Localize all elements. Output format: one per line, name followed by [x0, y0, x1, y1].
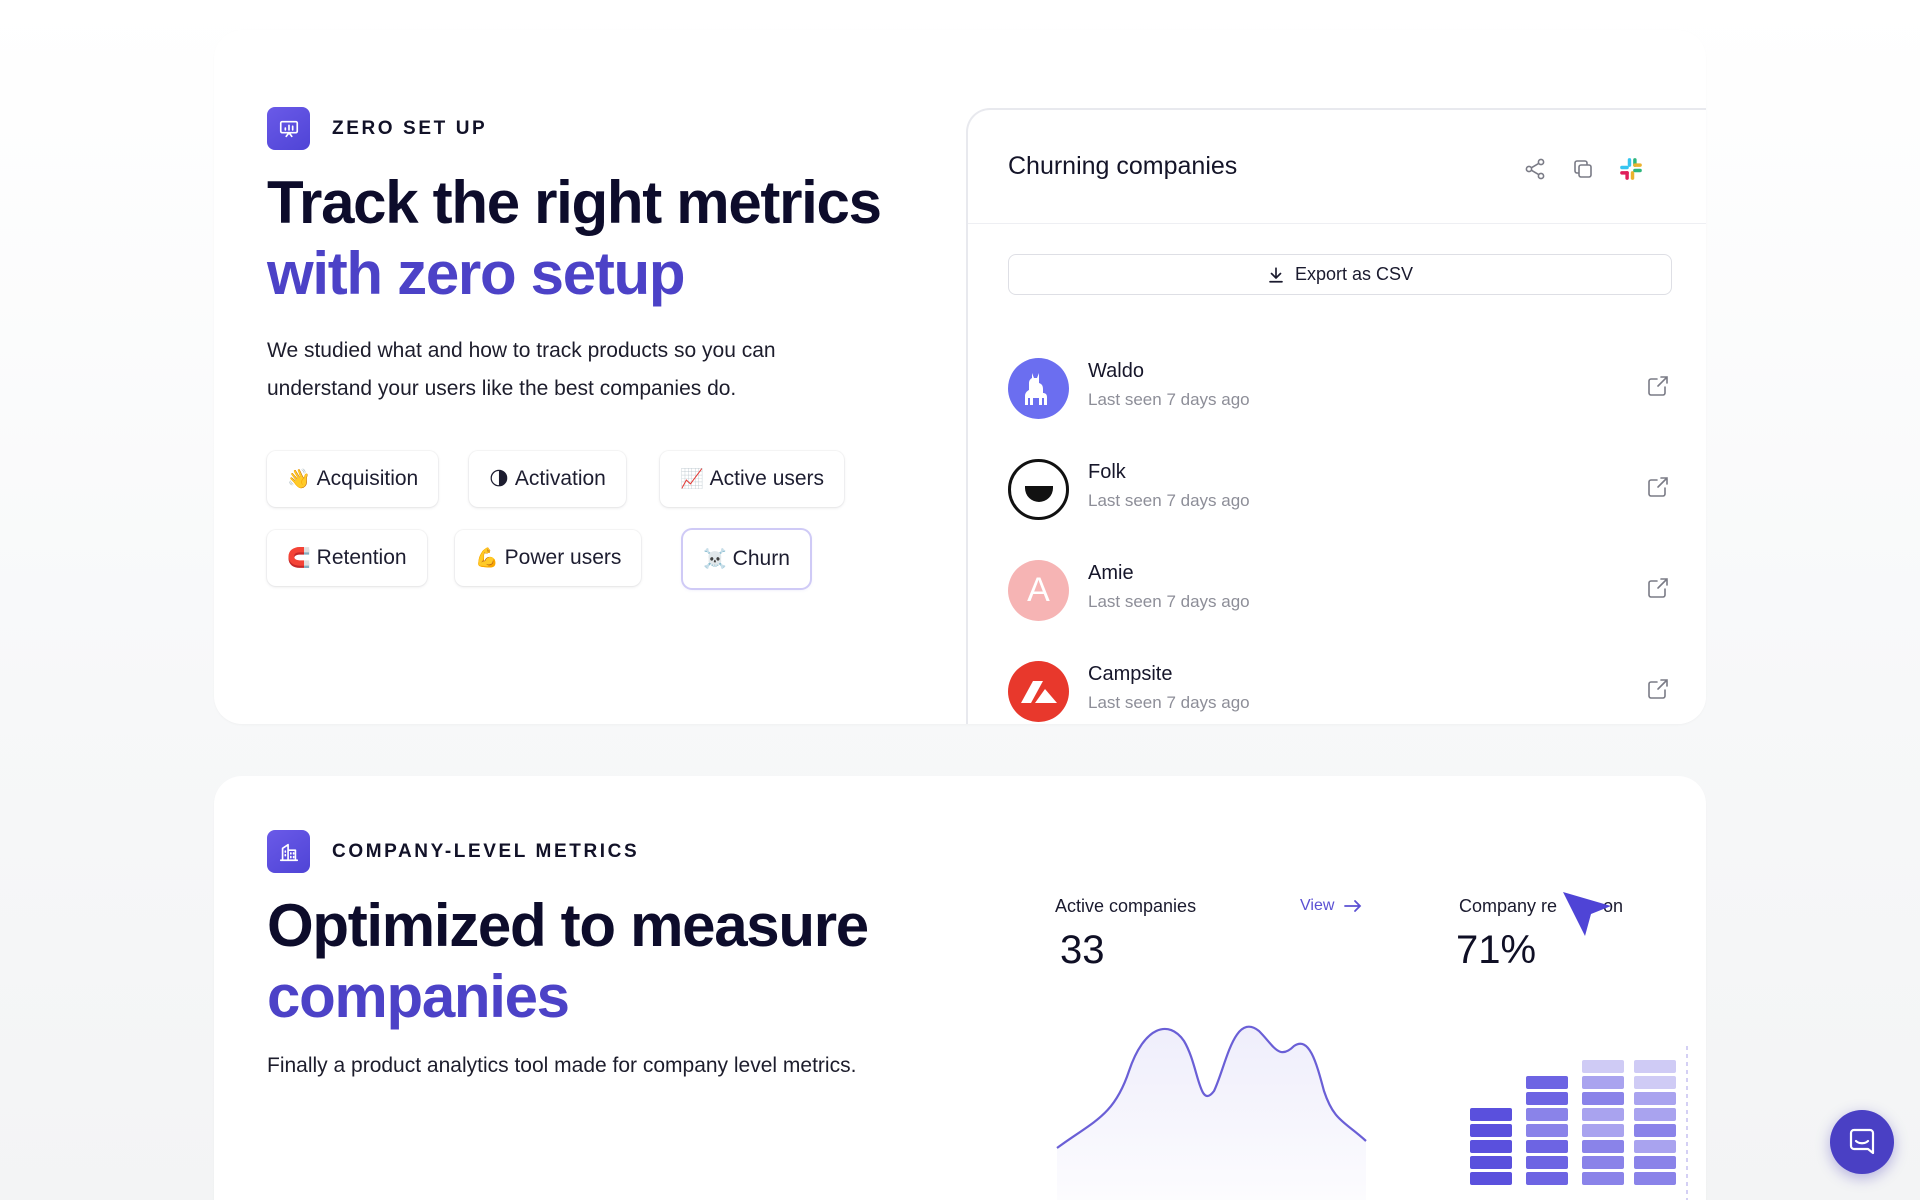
zero-setup-card: ZERO SET UP Track the right metrics with… — [214, 30, 1706, 724]
active-companies-value: 33 — [1060, 928, 1105, 972]
company-metrics-card: COMPANY-LEVEL METRICS Optimized to measu… — [214, 776, 1706, 1200]
section-badge: ZERO SET UP — [267, 107, 487, 150]
headline-line-2: with zero setup — [267, 240, 686, 307]
chat-launcher-button[interactable] — [1830, 1110, 1894, 1174]
arrow-right-icon — [1344, 900, 1362, 912]
chip-label: Activation — [514, 467, 606, 490]
flexed-arm-icon: 💪 — [475, 548, 499, 569]
llama-logo-icon — [1008, 358, 1069, 419]
chip-label: Retention — [316, 546, 407, 569]
waving-hand-icon: 👋 — [287, 469, 311, 490]
open-external-icon[interactable] — [1646, 475, 1672, 501]
chip-label: Acquisition — [316, 467, 419, 490]
magnet-icon: 🧲 — [287, 548, 311, 569]
export-label: Export as CSV — [1294, 264, 1414, 284]
copy-icon[interactable] — [1570, 156, 1596, 182]
section-label: ZERO SET UP — [332, 117, 488, 139]
retention-value: 71% — [1456, 928, 1537, 972]
chip-retention[interactable]: 🧲 Retention — [267, 530, 427, 586]
half-moon-icon: 🌗 — [489, 468, 509, 490]
description-line-2: understand your users like the best comp… — [267, 377, 737, 400]
skull-icon: ☠️ — [703, 549, 727, 570]
company-row[interactable]: Waldo Last seen 7 days ago — [1008, 354, 1672, 424]
download-icon — [1269, 266, 1283, 283]
retention-bar-chart — [1470, 1046, 1688, 1200]
chip-label: Churn — [732, 547, 790, 570]
section-badge: COMPANY-LEVEL METRICS — [267, 830, 639, 873]
chip-churn[interactable]: ☠️ Churn — [683, 530, 810, 588]
company-name: Campsite — [1088, 663, 1173, 685]
active-companies-label: Active companies — [1055, 896, 1197, 916]
headline-line-1: Optimized to measure — [267, 892, 869, 959]
headline-line-1: Track the right metrics — [267, 169, 882, 236]
panel-title: Churning companies — [1008, 152, 1238, 180]
section-headline: Track the right metrics with zero setup — [267, 167, 882, 309]
chip-active-users[interactable]: 📈 Active users — [660, 451, 845, 507]
open-external-icon[interactable] — [1646, 576, 1672, 602]
active-companies-line-chart — [1056, 1025, 1367, 1200]
company-name: Waldo — [1088, 360, 1144, 382]
description-line-1: We studied what and how to track product… — [267, 339, 776, 362]
open-external-icon[interactable] — [1646, 677, 1672, 703]
folk-logo-icon — [1008, 459, 1069, 520]
company-last-seen: Last seen 7 days ago — [1088, 491, 1250, 510]
campsite-logo-icon — [1008, 661, 1069, 722]
company-name: Folk — [1088, 461, 1126, 483]
company-row[interactable]: A Amie Last seen 7 days ago — [1008, 556, 1672, 626]
slack-icon[interactable] — [1618, 156, 1644, 182]
open-external-icon[interactable] — [1646, 374, 1672, 400]
company-row[interactable]: Campsite Last seen 7 days ago — [1008, 657, 1672, 724]
section-description: We studied what and how to track product… — [267, 332, 776, 408]
presentation-chart-icon — [267, 107, 310, 150]
chip-label: Active users — [709, 467, 825, 490]
company-name: Amie — [1088, 562, 1134, 584]
retention-label: Company re on — [1459, 896, 1624, 916]
company-row[interactable]: Folk Last seen 7 days ago — [1008, 455, 1672, 525]
panel-toolbar — [1522, 156, 1644, 182]
chip-activation[interactable]: 🌗 Activation — [469, 451, 626, 507]
chip-label: Power users — [504, 546, 622, 569]
section-label: COMPANY-LEVEL METRICS — [332, 840, 640, 862]
company-last-seen: Last seen 7 days ago — [1088, 693, 1250, 712]
company-last-seen: Last seen 7 days ago — [1088, 390, 1250, 409]
building-icon — [267, 830, 310, 873]
section-headline: Optimized to measure companies — [267, 890, 869, 1032]
amie-logo-icon: A — [1008, 560, 1069, 621]
headline-line-2: companies — [267, 963, 570, 1030]
chat-icon — [1849, 1128, 1875, 1155]
view-link[interactable]: View — [1300, 897, 1362, 915]
churning-companies-panel: Churning companies — [966, 108, 1706, 724]
export-csv-button[interactable]: Export as CSV — [1008, 254, 1672, 295]
view-label: View — [1300, 897, 1335, 914]
chart-up-icon: 📈 — [680, 469, 704, 490]
chip-acquisition[interactable]: 👋 Acquisition — [267, 451, 439, 507]
chip-power-users[interactable]: 💪 Power users — [455, 530, 642, 586]
company-last-seen: Last seen 7 days ago — [1088, 592, 1250, 611]
share-icon[interactable] — [1522, 156, 1548, 182]
panel-header: Churning companies — [968, 110, 1706, 224]
cursor-pointer-icon — [1563, 892, 1611, 936]
section-description: Finally a product analytics tool made fo… — [267, 1054, 857, 1077]
